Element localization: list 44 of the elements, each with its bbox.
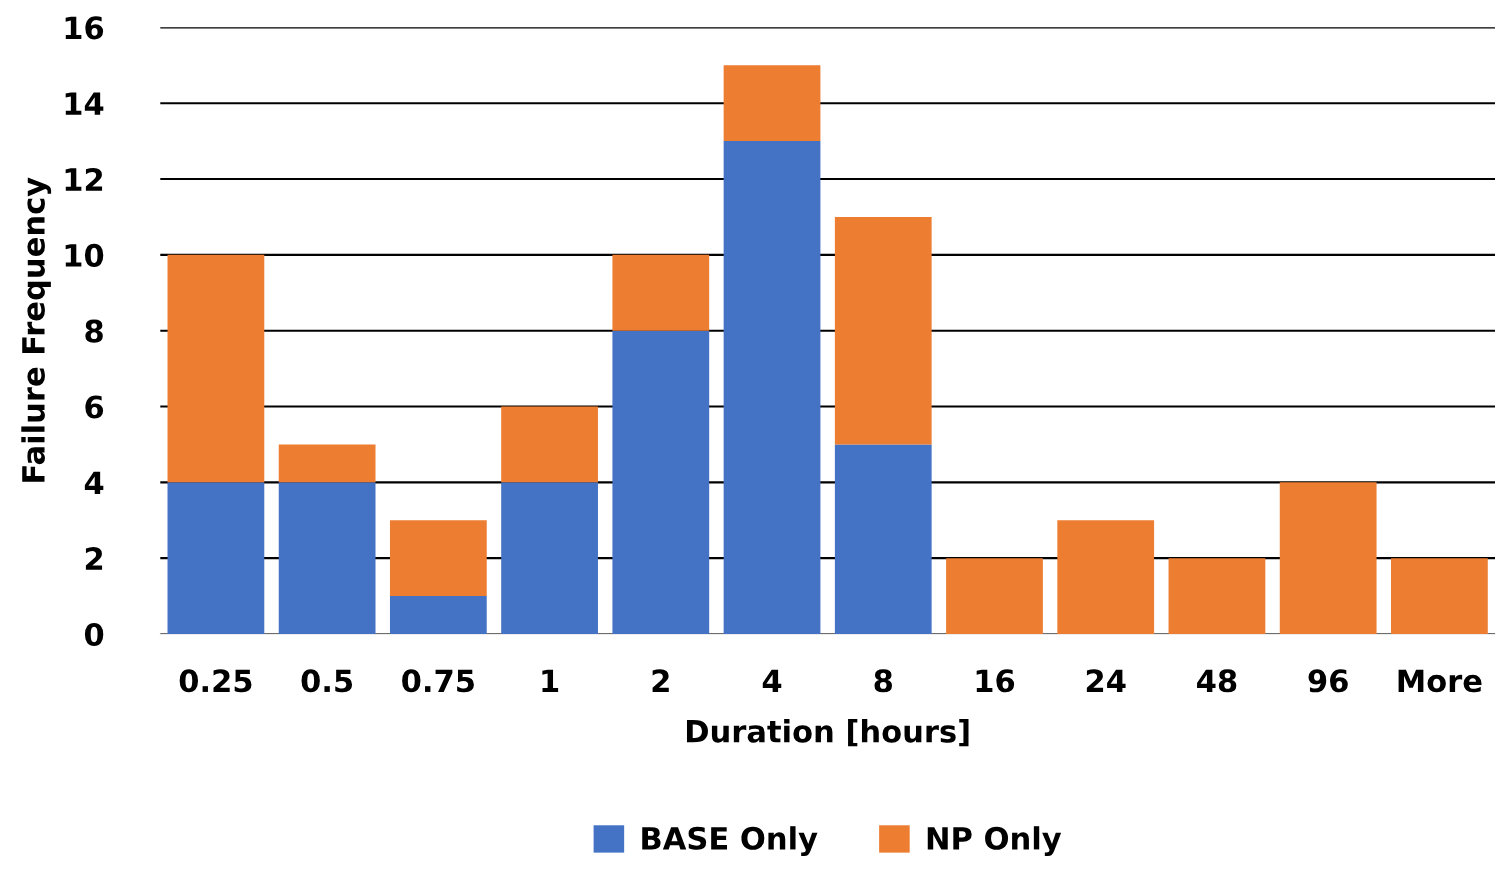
bar bbox=[946, 558, 1043, 634]
y-tick-label: 12 bbox=[65, 167, 103, 191]
legend-label: NP Only bbox=[927, 826, 1062, 857]
y-axis-title: Failure Frequency bbox=[21, 177, 52, 482]
x-tick-label: 8 bbox=[874, 669, 892, 693]
y-tick-label: 4 bbox=[84, 471, 104, 494]
x-tick-label: 0.5 bbox=[301, 669, 353, 693]
bar bbox=[278, 482, 376, 634]
x-tick-label: More bbox=[1398, 669, 1482, 693]
bar bbox=[834, 444, 932, 634]
bar bbox=[167, 254, 265, 483]
bar bbox=[1391, 558, 1488, 634]
x-tick-label: 0.25 bbox=[179, 669, 252, 693]
bar bbox=[167, 482, 265, 634]
bar bbox=[1279, 482, 1377, 634]
bar bbox=[501, 482, 598, 634]
x-tick-label: 2 bbox=[652, 669, 669, 692]
x-tick-label: 16 bbox=[976, 669, 1015, 693]
y-tick-label: 10 bbox=[65, 243, 104, 267]
y-tick-label: 6 bbox=[85, 395, 104, 419]
bar bbox=[723, 141, 821, 634]
bar bbox=[1168, 558, 1266, 634]
x-tick-label: 4 bbox=[762, 669, 782, 692]
bar bbox=[612, 254, 710, 331]
x-axis-title: Duration [hours] bbox=[686, 719, 969, 747]
bar bbox=[612, 330, 710, 634]
bar bbox=[501, 406, 598, 483]
bar bbox=[389, 596, 487, 634]
bar bbox=[723, 65, 821, 142]
x-tick-label: 0.75 bbox=[402, 669, 474, 693]
bar bbox=[389, 520, 487, 597]
legend-label: BASE Only bbox=[642, 826, 818, 857]
y-tick-label: 16 bbox=[65, 16, 104, 40]
x-tick-label: 1 bbox=[542, 669, 559, 692]
y-tick-label: 14 bbox=[65, 92, 104, 115]
bar bbox=[834, 216, 932, 445]
y-tick-label: 0 bbox=[84, 622, 104, 647]
bar bbox=[278, 444, 376, 483]
x-tick-label: 48 bbox=[1197, 669, 1237, 693]
x-tick-label: 24 bbox=[1086, 669, 1126, 692]
y-tick-label: 8 bbox=[85, 319, 103, 343]
x-tick-label: 96 bbox=[1308, 669, 1348, 693]
y-tick-label: 2 bbox=[85, 547, 103, 570]
bar bbox=[1057, 520, 1155, 634]
